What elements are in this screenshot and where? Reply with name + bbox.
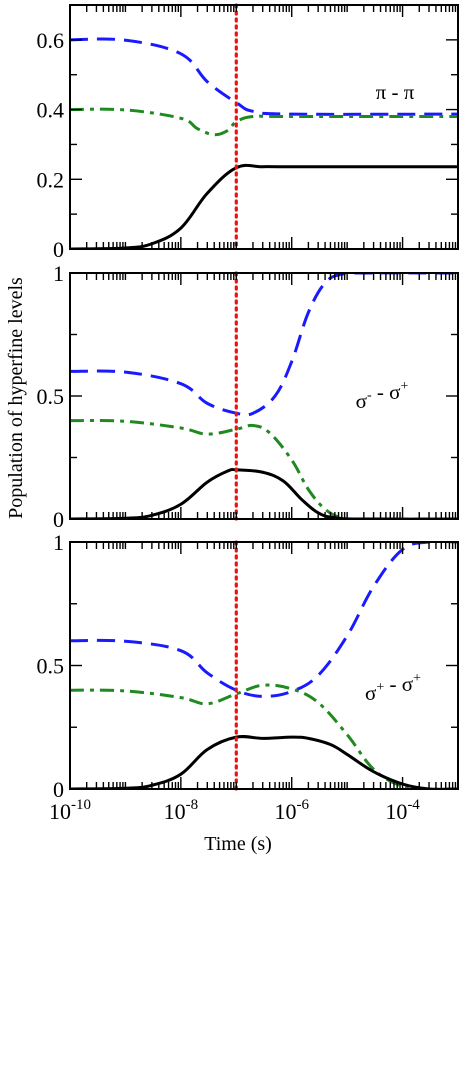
y-tick-label: 0.5 — [37, 654, 65, 679]
panel-3: 0 0.5 1 σ+ - σ+ 10-10 10-8 10-6 10-4 — [37, 530, 459, 824]
panel-label: σ+ - σ+ — [365, 671, 421, 705]
series-group — [70, 37, 458, 249]
series-line-green-dash-dot — [70, 683, 458, 789]
x-axis-title: Time (s) — [204, 833, 272, 855]
series-line-black-solid — [70, 468, 458, 519]
series-line-black-solid — [70, 163, 458, 249]
y-tick-label: 0.4 — [37, 98, 65, 123]
panel-label: σ- - σ+ — [356, 379, 409, 413]
x-tick-label: 10-8 — [164, 797, 199, 824]
y-tick-label: 0.6 — [37, 28, 65, 53]
panel-2: 0 0.5 1 σ- - σ+ — [37, 261, 459, 532]
x-tick-label: 10-6 — [274, 797, 309, 824]
series-line-blue-dashed — [70, 37, 458, 116]
panel-label: π - π — [376, 80, 415, 104]
y-tick-label: 0 — [53, 777, 64, 802]
panel-1: 0 0.2 0.4 0.6 π - π — [37, 3, 459, 262]
series-group — [70, 542, 458, 789]
y-tick-label: 0 — [53, 507, 64, 532]
panel-frame — [69, 4, 459, 250]
series-line-green-dash-dot — [70, 419, 458, 519]
panel-frame — [69, 541, 459, 790]
series-line-green-dash-dot — [70, 107, 458, 137]
y-tick-label: 0.2 — [37, 167, 65, 192]
y-axis-title: Population of hyperfine levels — [5, 277, 27, 519]
x-tick-label: 10-10 — [49, 797, 91, 824]
series-line-black-solid — [70, 734, 458, 789]
x-tick-label: 10-4 — [385, 797, 420, 824]
y-tick-label: 1 — [53, 530, 64, 555]
y-tick-label: 0 — [53, 237, 64, 262]
y-tick-label: 1 — [53, 261, 64, 286]
y-tick-label: 0.5 — [37, 384, 65, 409]
